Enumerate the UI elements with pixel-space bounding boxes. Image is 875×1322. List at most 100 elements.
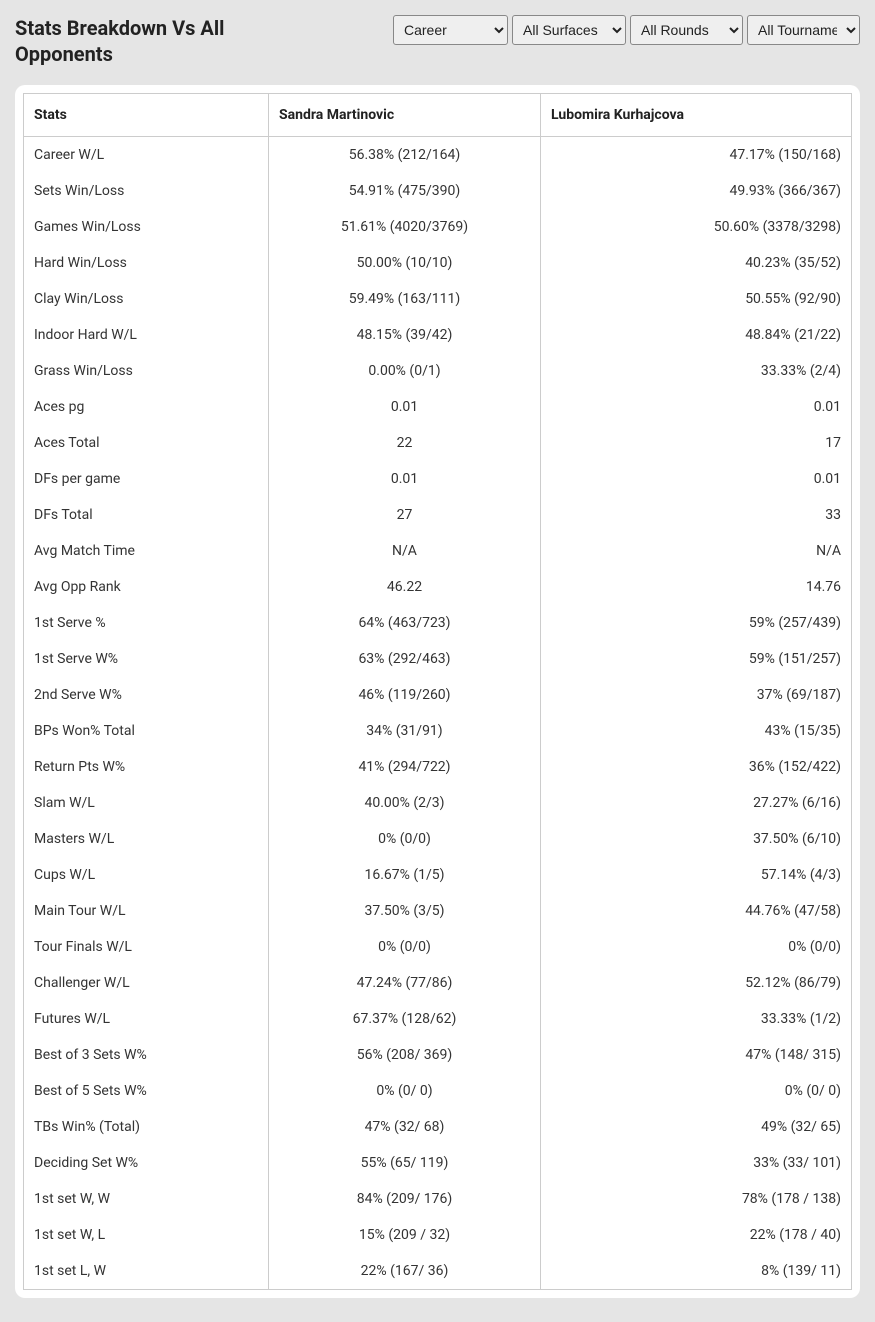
player1-value: 54.91% (475/390) [269, 173, 541, 209]
player2-value: 22% (178 / 40) [541, 1217, 852, 1253]
stat-label: Tour Finals W/L [24, 929, 269, 965]
player2-value: 0.01 [541, 389, 852, 425]
player1-value: 46.22 [269, 569, 541, 605]
stats-table-body: Career W/L56.38% (212/164)47.17% (150/16… [24, 137, 852, 1290]
player2-value: 8% (139/ 11) [541, 1253, 852, 1290]
stat-label: Sets Win/Loss [24, 173, 269, 209]
player2-value: 33.33% (2/4) [541, 353, 852, 389]
filters-group: Career All Surfaces All Rounds All Tourn… [393, 15, 860, 45]
player2-value: 33.33% (1/2) [541, 1001, 852, 1037]
player1-value: 56.38% (212/164) [269, 137, 541, 174]
stat-label: Aces pg [24, 389, 269, 425]
stat-label: DFs per game [24, 461, 269, 497]
stat-label: Best of 3 Sets W% [24, 1037, 269, 1073]
stat-label: 1st Serve W% [24, 641, 269, 677]
stat-label: Clay Win/Loss [24, 281, 269, 317]
player1-value: 50.00% (10/10) [269, 245, 541, 281]
player2-value: 17 [541, 425, 852, 461]
player2-value: 47.17% (150/168) [541, 137, 852, 174]
stat-label: Deciding Set W% [24, 1145, 269, 1181]
table-row: 1st Serve W%63% (292/463)59% (151/257) [24, 641, 852, 677]
column-header-player1: Sandra Martinovic [269, 94, 541, 137]
stat-label: Hard Win/Loss [24, 245, 269, 281]
player2-value: 0% (0/0) [541, 929, 852, 965]
player1-value: 40.00% (2/3) [269, 785, 541, 821]
player1-value: 47% (32/ 68) [269, 1109, 541, 1145]
player2-value: 50.55% (92/90) [541, 281, 852, 317]
stat-label: Avg Opp Rank [24, 569, 269, 605]
table-row: Tour Finals W/L0% (0/0)0% (0/0) [24, 929, 852, 965]
column-header-player2: Lubomira Kurhajcova [541, 94, 852, 137]
stat-label: Slam W/L [24, 785, 269, 821]
table-row: Masters W/L0% (0/0)37.50% (6/10) [24, 821, 852, 857]
stat-label: DFs Total [24, 497, 269, 533]
stat-label: Best of 5 Sets W% [24, 1073, 269, 1109]
filter-rounds-select[interactable]: All Rounds [630, 15, 743, 45]
stat-label: BPs Won% Total [24, 713, 269, 749]
player1-value: 27 [269, 497, 541, 533]
table-row: TBs Win% (Total)47% (32/ 68)49% (32/ 65) [24, 1109, 852, 1145]
table-row: Aces Total2217 [24, 425, 852, 461]
stat-label: Indoor Hard W/L [24, 317, 269, 353]
table-row: BPs Won% Total34% (31/91)43% (15/35) [24, 713, 852, 749]
stat-label: Avg Match Time [24, 533, 269, 569]
table-row: Aces pg0.010.01 [24, 389, 852, 425]
player2-value: 0% (0/ 0) [541, 1073, 852, 1109]
player1-value: 59.49% (163/111) [269, 281, 541, 317]
filter-surface-select[interactable]: All Surfaces [512, 15, 626, 45]
player1-value: 56% (208/ 369) [269, 1037, 541, 1073]
stat-label: Cups W/L [24, 857, 269, 893]
player2-value: 40.23% (35/52) [541, 245, 852, 281]
table-row: Avg Match TimeN/AN/A [24, 533, 852, 569]
player1-value: 0% (0/ 0) [269, 1073, 541, 1109]
player1-value: 0.01 [269, 389, 541, 425]
stat-label: Aces Total [24, 425, 269, 461]
table-row: 1st set W, W84% (209/ 176)78% (178 / 138… [24, 1181, 852, 1217]
stat-label: 1st set W, L [24, 1217, 269, 1253]
table-header-row: Stats Sandra Martinovic Lubomira Kurhajc… [24, 94, 852, 137]
filter-tournament-select[interactable]: All Tournaments [747, 15, 860, 45]
player1-value: 46% (119/260) [269, 677, 541, 713]
player1-value: 84% (209/ 176) [269, 1181, 541, 1217]
table-row: Career W/L56.38% (212/164)47.17% (150/16… [24, 137, 852, 174]
player2-value: 37% (69/187) [541, 677, 852, 713]
table-row: Challenger W/L47.24% (77/86)52.12% (86/7… [24, 965, 852, 1001]
table-row: Deciding Set W%55% (65/ 119)33% (33/ 101… [24, 1145, 852, 1181]
player2-value: 48.84% (21/22) [541, 317, 852, 353]
table-row: 2nd Serve W%46% (119/260)37% (69/187) [24, 677, 852, 713]
player1-value: N/A [269, 533, 541, 569]
column-header-stats: Stats [24, 94, 269, 137]
player1-value: 47.24% (77/86) [269, 965, 541, 1001]
player1-value: 67.37% (128/62) [269, 1001, 541, 1037]
table-row: Best of 3 Sets W%56% (208/ 369)47% (148/… [24, 1037, 852, 1073]
player1-value: 34% (31/91) [269, 713, 541, 749]
stat-label: Challenger W/L [24, 965, 269, 1001]
stat-label: TBs Win% (Total) [24, 1109, 269, 1145]
player2-value: 44.76% (47/58) [541, 893, 852, 929]
stat-label: Main Tour W/L [24, 893, 269, 929]
player2-value: 78% (178 / 138) [541, 1181, 852, 1217]
player2-value: 14.76 [541, 569, 852, 605]
player2-value: 47% (148/ 315) [541, 1037, 852, 1073]
player1-value: 22% (167/ 36) [269, 1253, 541, 1290]
player1-value: 16.67% (1/5) [269, 857, 541, 893]
player1-value: 37.50% (3/5) [269, 893, 541, 929]
player2-value: 33% (33/ 101) [541, 1145, 852, 1181]
player2-value: 33 [541, 497, 852, 533]
player2-value: 49% (32/ 65) [541, 1109, 852, 1145]
stat-label: Futures W/L [24, 1001, 269, 1037]
table-row: Avg Opp Rank46.2214.76 [24, 569, 852, 605]
player1-value: 64% (463/723) [269, 605, 541, 641]
table-row: Main Tour W/L37.50% (3/5)44.76% (47/58) [24, 893, 852, 929]
player1-value: 0% (0/0) [269, 821, 541, 857]
table-row: Return Pts W%41% (294/722)36% (152/422) [24, 749, 852, 785]
filter-career-select[interactable]: Career [393, 15, 508, 45]
table-row: Sets Win/Loss54.91% (475/390)49.93% (366… [24, 173, 852, 209]
stat-label: Return Pts W% [24, 749, 269, 785]
stat-label: Career W/L [24, 137, 269, 174]
table-row: Clay Win/Loss59.49% (163/111)50.55% (92/… [24, 281, 852, 317]
table-row: DFs per game0.010.01 [24, 461, 852, 497]
player1-value: 63% (292/463) [269, 641, 541, 677]
table-row: Futures W/L67.37% (128/62)33.33% (1/2) [24, 1001, 852, 1037]
player2-value: 43% (15/35) [541, 713, 852, 749]
